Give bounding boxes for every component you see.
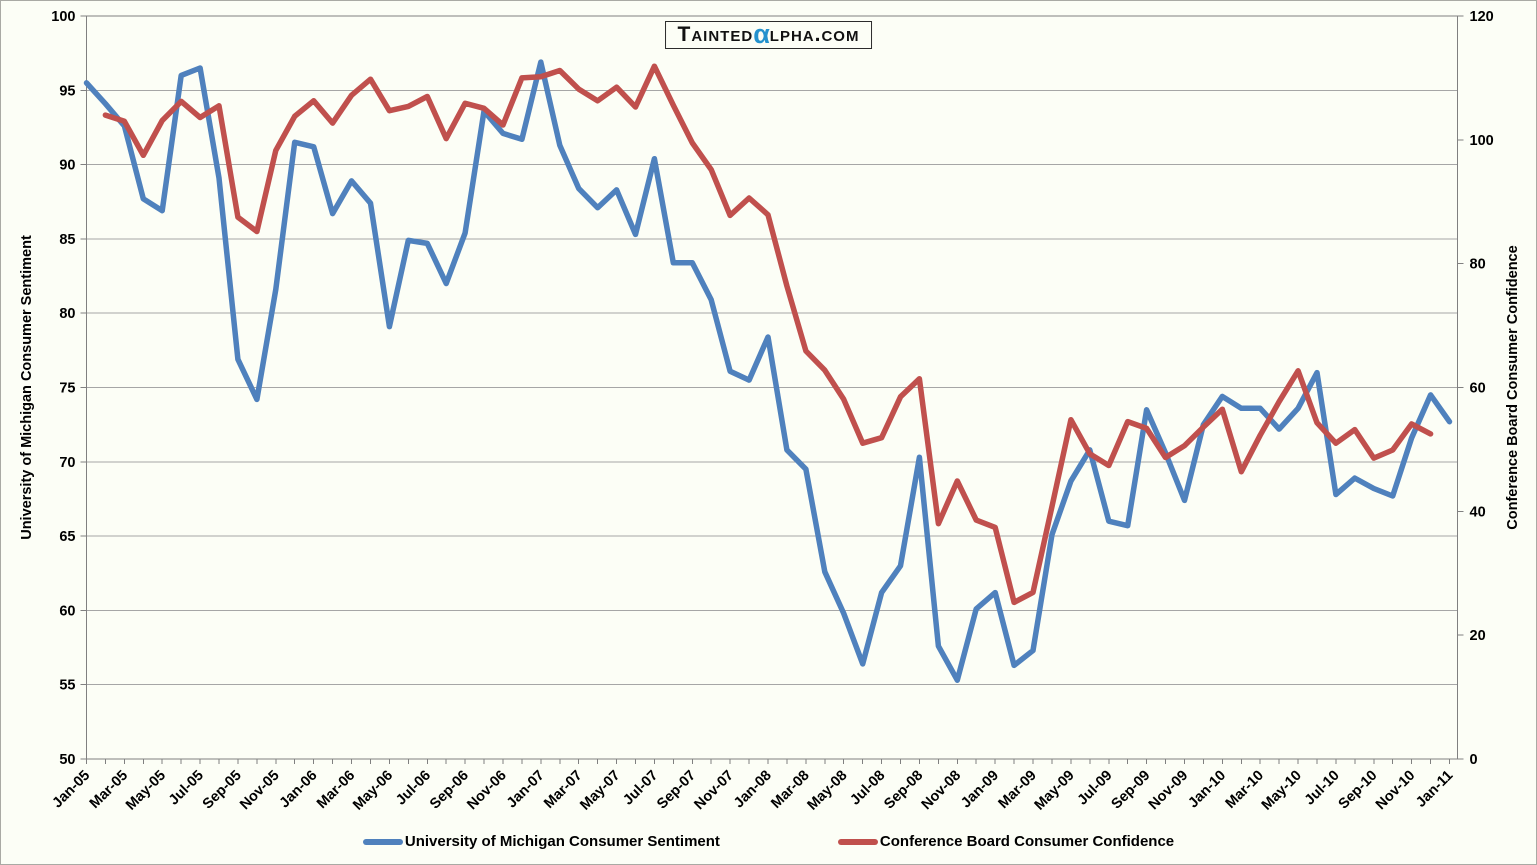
right-axis-tick-label: 20	[1470, 628, 1486, 644]
left-axis-tick-label: 75	[59, 381, 75, 397]
x-axis-tick-label: Jan-09	[958, 768, 1002, 812]
x-axis-tick-label: Sep-08	[881, 768, 926, 813]
x-axis-tick-label: Sep-10	[1336, 768, 1381, 813]
right-axis-tick-label: 60	[1470, 381, 1486, 397]
x-axis-tick-label: Sep-09	[1108, 768, 1153, 813]
x-axis-tick-label: Jan-05	[50, 768, 94, 812]
x-axis-tick-label: May-08	[804, 768, 850, 814]
x-axis-tick-label: Nov-06	[464, 768, 510, 814]
x-axis-tick-label: Jan-11	[1413, 768, 1456, 811]
left-axis-tick-label: 80	[59, 306, 75, 322]
left-axis-tick-label: 55	[59, 678, 75, 694]
logo-text-suffix: lpha.com	[769, 23, 860, 46]
x-axis-tick-label: Sep-05	[200, 768, 245, 813]
left-axis-tick-label: 85	[59, 232, 75, 248]
x-axis-tick-label: Nov-08	[919, 768, 965, 814]
legend-item-umich: University of Michigan Consumer Sentimen…	[362, 833, 720, 850]
x-axis-tick-label: Nov-07	[691, 768, 737, 814]
right-axis-tick-label: 120	[1470, 9, 1494, 25]
chart-legend: University of Michigan Consumer Sentimen…	[1, 833, 1536, 850]
umich-legend-label: University of Michigan Consumer Sentimen…	[404, 833, 720, 850]
x-axis-tick-label: May-07	[577, 768, 623, 814]
x-axis-tick-label: May-06	[350, 768, 396, 814]
right-axis-tick-label: 100	[1470, 133, 1494, 149]
left-axis-title: University of Michigan Consumer Sentimen…	[19, 235, 35, 540]
taintedalpha-logo: Taintedαlpha.com	[664, 19, 873, 49]
x-axis-tick-label: Jan-08	[731, 768, 775, 812]
logo-alpha-glyph: α	[753, 19, 770, 49]
conference-line-swatch	[837, 838, 878, 845]
left-axis-tick-label: 90	[59, 158, 75, 174]
x-axis-tick-label: Nov-10	[1373, 768, 1419, 814]
left-axis-tick-label: 60	[59, 603, 75, 619]
right-axis-title: Conference Board Consumer Confidence	[1505, 245, 1521, 529]
x-axis-tick-label: Nov-05	[237, 768, 283, 814]
right-axis-tick-label: 40	[1470, 504, 1486, 520]
conference-series-line	[102, 63, 1434, 606]
x-axis-tick-label: Jan-06	[277, 768, 321, 812]
left-axis-tick-label: 70	[59, 455, 75, 471]
left-axis-tick-label: 100	[51, 9, 75, 25]
right-axis-tick-label: 0	[1470, 752, 1478, 768]
left-axis-tick-label: 50	[59, 752, 75, 768]
conference-legend-label: Conference Board Consumer Confidence	[879, 833, 1175, 850]
left-axis-tick-label: 65	[59, 529, 75, 545]
x-axis-tick-label: May-05	[123, 768, 169, 814]
legend-item-conference: Conference Board Consumer Confidence	[837, 833, 1175, 850]
x-axis-tick-label: May-10	[1259, 768, 1305, 814]
x-axis-tick-label: Nov-09	[1146, 768, 1192, 814]
x-axis-tick-label: Sep-07	[654, 768, 699, 813]
x-axis-tick-label: Jan-10	[1185, 768, 1229, 812]
logo-text-prefix: Tainted	[677, 23, 754, 46]
x-axis-tick-label: Sep-06	[427, 768, 472, 813]
x-axis-tick-label: May-09	[1032, 768, 1078, 814]
x-axis-tick-label: Jan-07	[504, 768, 548, 812]
left-axis-tick-label: 95	[59, 83, 75, 99]
umich-line-swatch	[362, 838, 403, 845]
umich-series-line	[83, 59, 1453, 683]
right-axis-tick-label: 80	[1470, 257, 1486, 273]
